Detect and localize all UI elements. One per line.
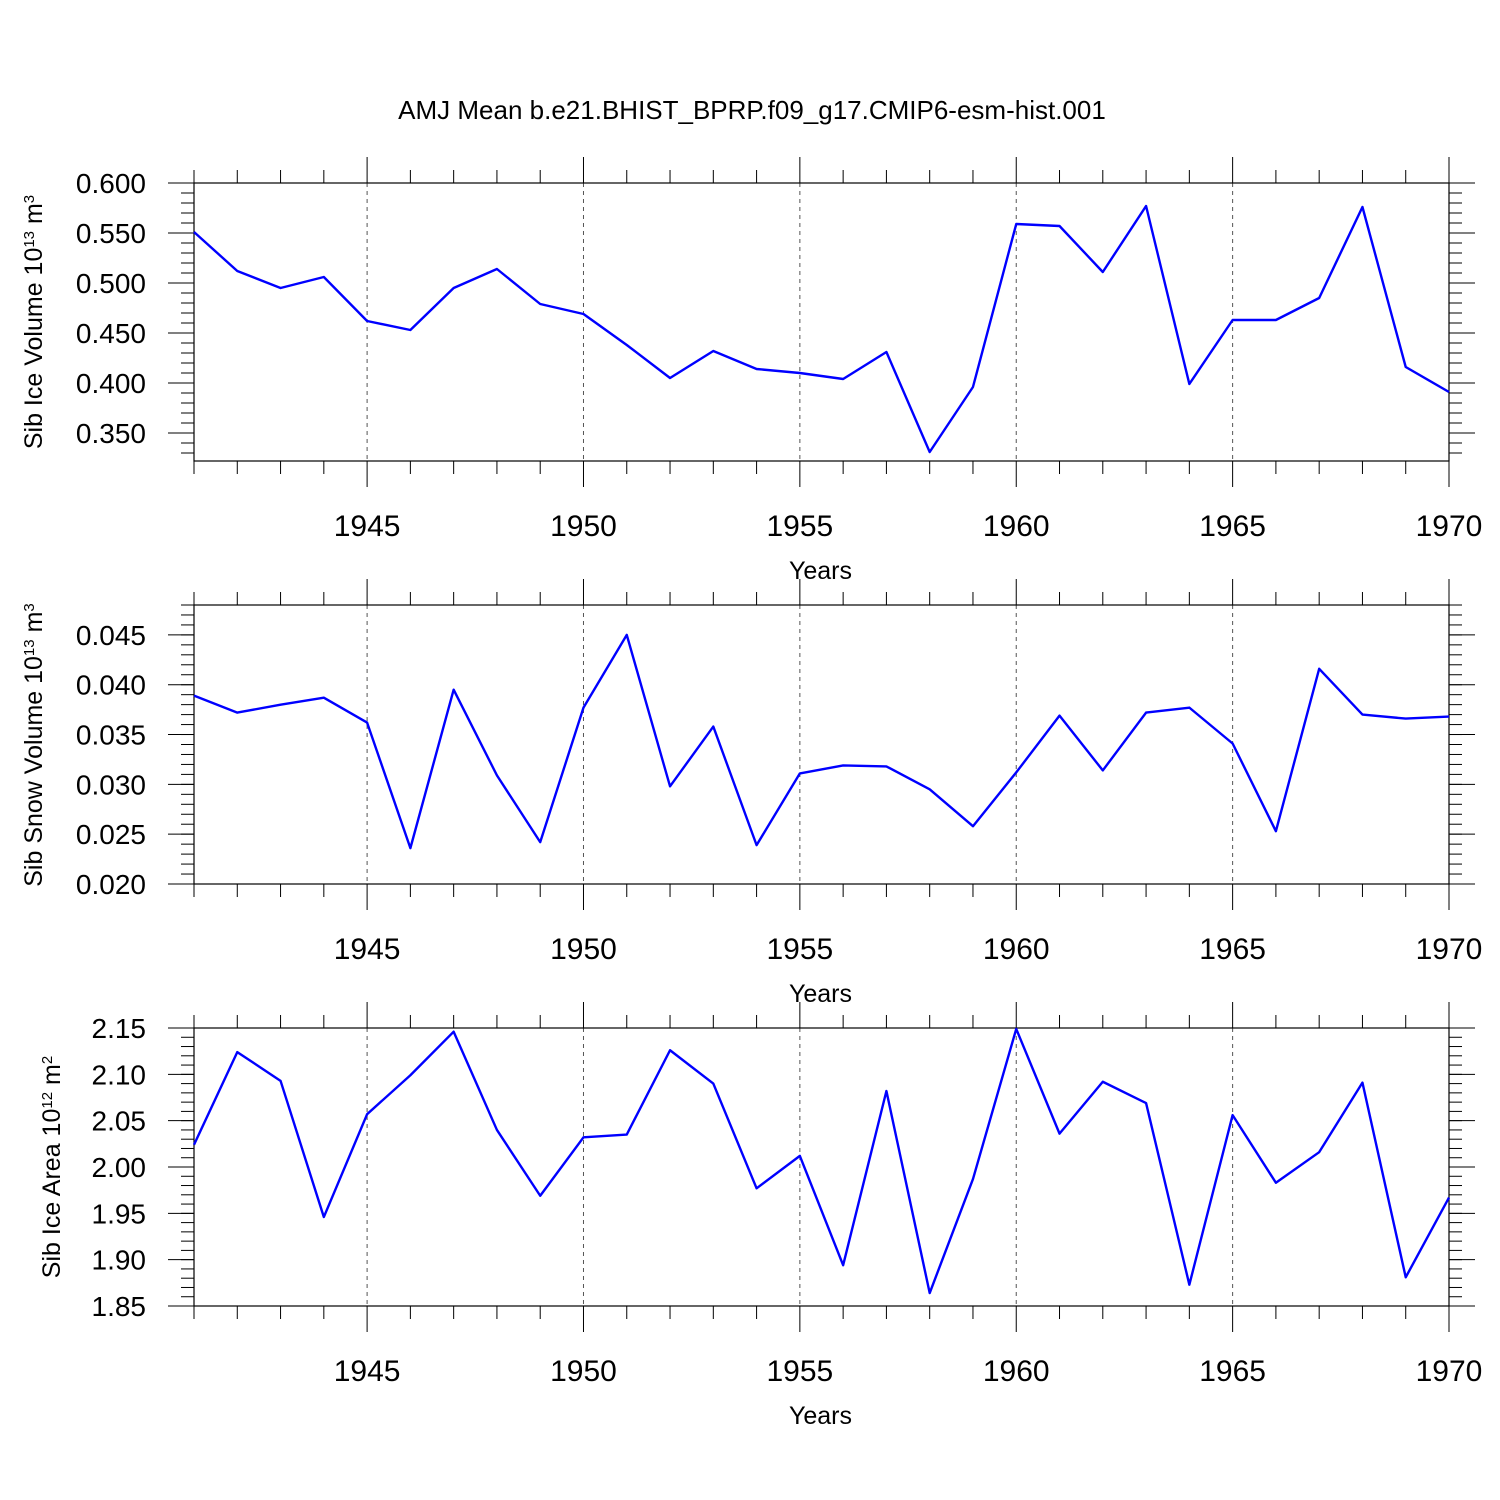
x-tick-label: 1945: [334, 1355, 401, 1388]
y-axis-label: Sib Ice Volume 1013 m3: [20, 195, 48, 449]
y-axis-label: Sib Ice Area 1012 m2: [38, 1056, 66, 1278]
y-tick-label: 2.10: [92, 1059, 147, 1090]
x-tick-label: 1960: [983, 1355, 1050, 1388]
x-tick-label: 1970: [1416, 933, 1483, 966]
chart-panel-2: 0.045 0.040 0.035 0.030 0.025 0.020 1945 1950 19…: [20, 579, 1482, 1008]
x-tick-label: 1950: [550, 1355, 617, 1388]
plot-frame: [193, 604, 1450, 885]
y-axis-label-ylabel: Sib Ice Area 10: [38, 1109, 66, 1279]
y-axis-label-ylabel-unit: m: [20, 612, 48, 640]
x-tick-label: 1945: [334, 510, 401, 543]
y-axis-label-ylabel: Sib Snow Volume 10: [20, 656, 48, 887]
data-line: [193, 633, 1450, 850]
data-line: [193, 204, 1450, 454]
y-tick-label: 0.045: [76, 620, 146, 651]
y-tick-label: 0.600: [76, 168, 146, 199]
x-axis-label: Years: [789, 557, 852, 585]
y-axis-label-ylabel-unit: m: [20, 203, 48, 231]
chart-panel-3: 2.15 2.10 2.05 2.00 1.95 1.90 1.85 1945 1950 1955…: [38, 1002, 1482, 1430]
y-tick-label: 2.15: [92, 1013, 147, 1044]
y-axis-label-ylabel-sup: 13: [21, 639, 38, 656]
y-tick-label: 0.500: [76, 268, 146, 299]
x-tick-label: 1955: [766, 510, 833, 543]
panels: 0.600 0.550 0.500 0.450 0.400 0.350 1945 1950 19…: [20, 157, 1482, 1430]
x-tick-label: 1955: [766, 1355, 833, 1388]
x-axis-label: Years: [789, 980, 852, 1008]
y-tick-label: 0.350: [76, 418, 146, 449]
x-tick-label: 1960: [983, 933, 1050, 966]
x-tick-label: 1960: [983, 510, 1050, 543]
figure-title: AMJ Mean b.e21.BHIST_BPRP.f09_g17.CMIP6-…: [398, 95, 1106, 125]
y-tick-label: 2.05: [92, 1106, 147, 1137]
y-tick-label: 2.00: [92, 1152, 147, 1183]
y-tick-label: 0.450: [76, 318, 146, 349]
x-tick-label: 1970: [1416, 1355, 1483, 1388]
y-axis-label: Sib Snow Volume 1013 m3: [20, 603, 48, 887]
y-tick-label: 0.040: [76, 670, 146, 701]
y-tick-label: 0.030: [76, 769, 146, 800]
y-axis-label-ylabel-unit: m: [38, 1064, 66, 1092]
y-tick-label: 1.85: [92, 1291, 147, 1322]
x-tick-label: 1965: [1199, 933, 1266, 966]
y-axis-label-ylabel-sup: 12: [39, 1092, 56, 1109]
x-tick-label: 1950: [550, 933, 617, 966]
y-axis-label-ylabel: Sib Ice Volume 10: [20, 248, 48, 450]
x-tick-label: 1950: [550, 510, 617, 543]
x-tick-label: 1965: [1199, 510, 1266, 543]
y-tick-label: 1.95: [92, 1198, 147, 1229]
y-axis-label-ylabel-sup: 13: [21, 231, 38, 248]
y-tick-label: 0.035: [76, 720, 146, 751]
y-tick-label: 0.020: [76, 869, 146, 900]
data-line: [192, 1027, 1451, 1295]
y-tick-label: 0.550: [76, 218, 146, 249]
x-axis-label: Years: [789, 1402, 852, 1430]
y-axis-label-ylabel-unit-sup: 2: [39, 1056, 56, 1064]
x-tick-label: 1965: [1199, 1355, 1266, 1388]
plot-frame: [193, 182, 1450, 462]
y-tick-label: 0.025: [76, 819, 146, 850]
y-tick-label: 1.90: [92, 1245, 147, 1276]
y-axis-label-ylabel-unit-sup: 3: [21, 195, 38, 203]
y-axis-label-ylabel-unit-sup: 3: [21, 603, 38, 611]
x-tick-label: 1945: [334, 933, 401, 966]
x-tick-label: 1970: [1416, 510, 1483, 543]
y-tick-label: 0.400: [76, 368, 146, 399]
chart-panel-1: 0.600 0.550 0.500 0.450 0.400 0.350 1945 1950 19…: [20, 157, 1482, 585]
x-tick-label: 1955: [766, 933, 833, 966]
plot-frame: [193, 1027, 1450, 1307]
